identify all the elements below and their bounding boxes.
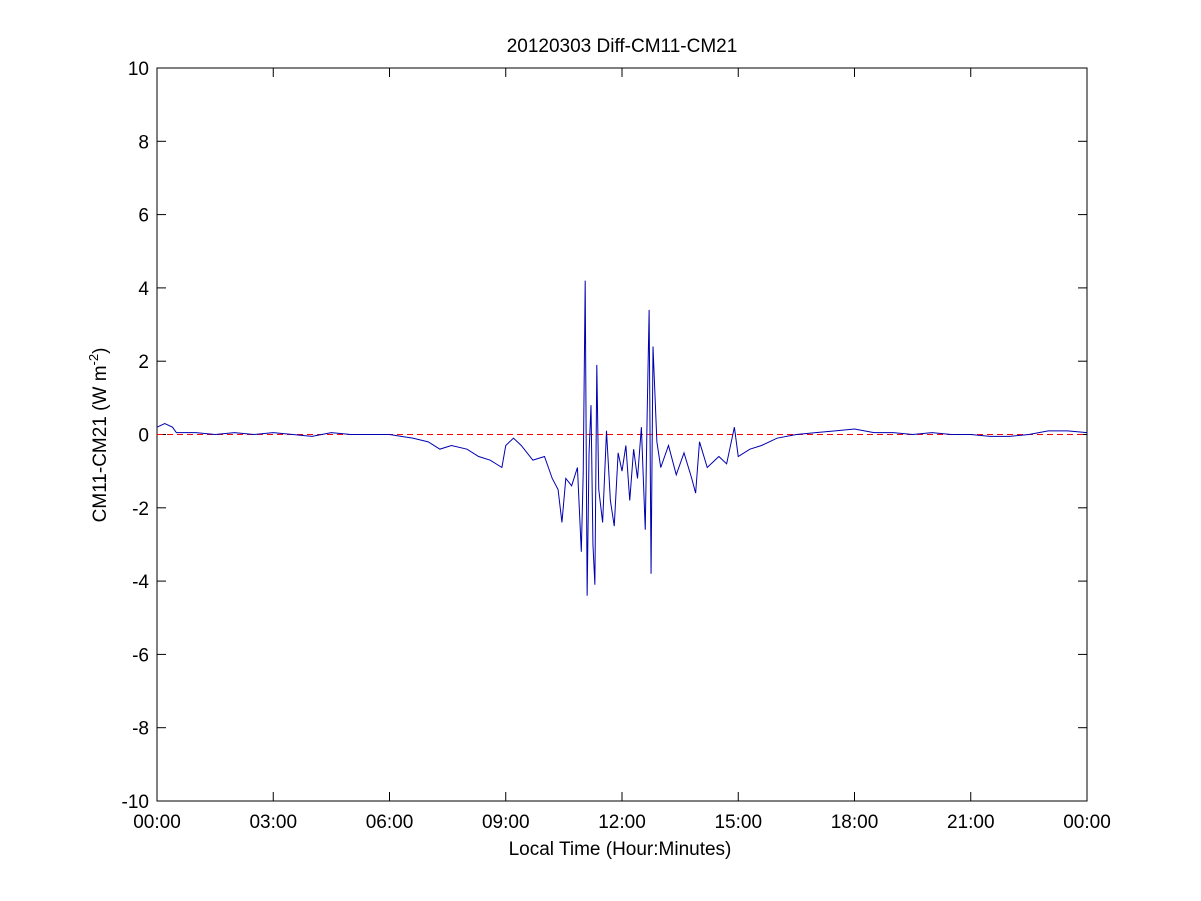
- x-axis-label: Local Time (Hour:Minutes): [509, 839, 732, 860]
- x-tick-label: 00:00: [133, 812, 181, 833]
- x-tick-label: 06:00: [366, 812, 414, 833]
- y-tick-label: -2: [132, 499, 149, 520]
- x-tick-label: 18:00: [831, 812, 879, 833]
- y-tick-label: 8: [138, 132, 149, 153]
- y-tick-label: 2: [138, 352, 149, 373]
- x-tick-label: 03:00: [249, 812, 297, 833]
- x-tick-label: 00:00: [1063, 812, 1111, 833]
- y-tick-label: -4: [132, 572, 149, 593]
- y-tick-label: -10: [122, 792, 149, 813]
- y-axis-label: CM11-CM21 (W m-2): [86, 348, 111, 523]
- x-tick-label: 21:00: [947, 812, 995, 833]
- y-axis-label-part: ): [90, 348, 111, 354]
- x-tick-label: 15:00: [714, 812, 762, 833]
- y-tick-label: 10: [128, 59, 149, 80]
- y-tick-label: 6: [138, 206, 149, 227]
- y-tick-label: 0: [138, 426, 149, 447]
- y-axis-label-sup: -2: [86, 354, 101, 366]
- y-tick-label: 4: [138, 279, 149, 300]
- chart-title: 20120303 Diff-CM11-CM21: [507, 36, 738, 57]
- y-axis-label-part: CM11-CM21 (W m: [90, 365, 111, 522]
- x-tick-label: 12:00: [598, 812, 646, 833]
- data-line: [156, 280, 1088, 596]
- y-tick-label: -6: [132, 645, 149, 666]
- y-tick-label: -8: [132, 719, 149, 740]
- x-tick-label: 09:00: [482, 812, 530, 833]
